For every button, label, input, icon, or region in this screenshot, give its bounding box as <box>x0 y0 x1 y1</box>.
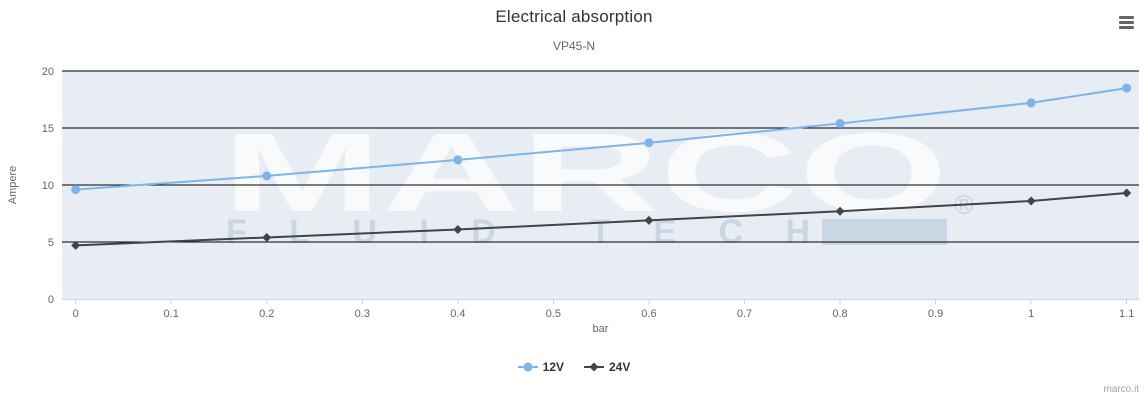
data-point-24V[interactable] <box>1026 196 1036 206</box>
data-point-24V[interactable] <box>453 224 463 234</box>
y-tick-label: 15 <box>42 123 54 135</box>
x-tick-label: 0.3 <box>355 308 370 320</box>
data-point-12V[interactable] <box>453 155 463 165</box>
legend-marker-diamond-icon <box>584 362 604 372</box>
hamburger-bar <box>1118 15 1134 19</box>
x-tick-label: 1.1 <box>1119 308 1134 320</box>
chart-subtitle: VP45-N <box>552 39 596 53</box>
x-tick-label: 0.9 <box>928 308 943 320</box>
legend-label: 12V <box>542 360 564 374</box>
data-point-12V[interactable] <box>835 118 845 128</box>
x-axis: 0 0.1 0.2 0.3 0.4 0.5 0.6 0.7 0.8 0.9 1 1.1 <box>62 299 1139 320</box>
data-point-12V[interactable] <box>644 138 654 148</box>
y-axis: 0 5 10 15 20 <box>42 66 54 306</box>
x-tick-label: 0.1 <box>164 308 179 320</box>
data-point-24V[interactable] <box>835 206 845 216</box>
y-tick-label: 0 <box>48 294 54 306</box>
data-point-24V[interactable] <box>1122 188 1132 198</box>
watermark-marco: MARCO <box>222 110 948 235</box>
x-tick-label: 1 <box>1028 308 1034 320</box>
legend-item-24V[interactable]: 24V <box>584 360 630 374</box>
data-point-12V[interactable] <box>1122 83 1132 93</box>
series-12V <box>71 83 1132 195</box>
legend-marker-circle-icon <box>517 362 538 372</box>
hamburger-menu-icon[interactable] <box>1114 11 1138 33</box>
series-24V <box>71 188 1132 250</box>
data-point-24V[interactable] <box>644 215 654 225</box>
grid-lines <box>62 70 1139 243</box>
x-tick-label: 0.6 <box>641 308 656 320</box>
data-point-12V[interactable] <box>71 185 81 195</box>
x-tick-label: 0 <box>73 308 79 320</box>
x-tick-label: 0.4 <box>450 308 465 320</box>
watermark-block <box>822 219 947 245</box>
data-point-12V[interactable] <box>1026 98 1036 108</box>
x-tick-label: 0.2 <box>259 308 274 320</box>
hamburger-bar <box>1118 25 1134 29</box>
legend-label: 24V <box>609 360 631 374</box>
data-point-24V[interactable] <box>262 232 272 242</box>
y-tick-label: 10 <box>42 180 54 192</box>
data-point-12V[interactable] <box>262 171 272 181</box>
credits-link[interactable]: marco.it <box>1103 384 1139 395</box>
legend-item-12V[interactable]: 12V <box>517 360 564 374</box>
x-axis-title: bar <box>593 323 609 335</box>
y-tick-label: 5 <box>48 237 54 249</box>
chart-legend: 12V 24V <box>0 356 1148 378</box>
x-tick-label: 0.7 <box>737 308 752 320</box>
x-tick-label: 0.5 <box>546 308 561 320</box>
y-tick-label: 20 <box>42 66 54 78</box>
y-axis-title: Ampere <box>7 166 19 205</box>
hamburger-bar <box>1118 20 1134 24</box>
chart-title: Electrical absorption <box>495 7 653 26</box>
data-point-24V[interactable] <box>71 240 81 250</box>
x-tick-label: 0.8 <box>832 308 847 320</box>
